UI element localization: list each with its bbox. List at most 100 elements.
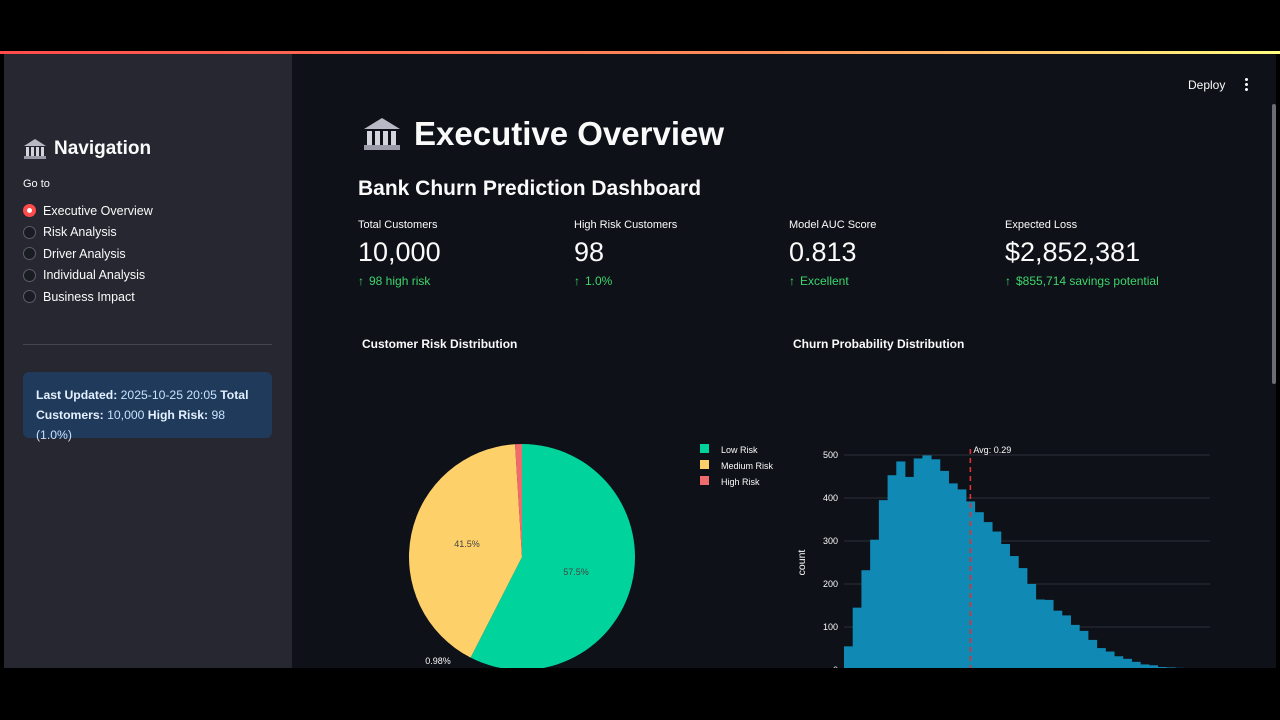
kebab-menu-icon[interactable] — [1243, 78, 1249, 91]
sidebar-title: Navigation — [24, 138, 151, 160]
arrow-up-icon: ↑ — [1005, 274, 1011, 288]
metric-delta: ↑ Excellent — [789, 274, 999, 288]
metric-label: High Risk Customers — [574, 219, 678, 231]
pie-slice-low-risk[interactable] — [470, 444, 635, 668]
y-tick-label: 200 — [823, 579, 838, 589]
histogram-bar[interactable] — [974, 512, 984, 668]
legend-swatch — [700, 460, 709, 469]
metric-delta: ↑ 98 high risk — [358, 274, 568, 288]
last-updated-value: 2025-10-25 20:05 — [117, 388, 221, 402]
metric-model-auc: Model AUC Score 0.813 ↑ Excellent — [789, 219, 999, 288]
page-title-label: Executive Overview — [414, 115, 725, 152]
histogram-bar[interactable] — [1149, 665, 1159, 668]
histogram-bar[interactable] — [1157, 666, 1167, 668]
pie-slice-label: 0.98% — [425, 656, 451, 666]
metric-value: $2,852,381 — [1005, 237, 1141, 267]
y-tick-label: 300 — [823, 536, 838, 546]
histogram-bar[interactable] — [992, 531, 1002, 668]
histogram-bar[interactable] — [1140, 664, 1150, 668]
nav-item-label: Executive Overview — [43, 203, 153, 218]
nav-item-label: Individual Analysis — [43, 268, 146, 283]
histogram-bar[interactable] — [1035, 599, 1045, 668]
histogram-bar[interactable] — [1018, 568, 1028, 668]
arrow-up-icon: ↑ — [574, 274, 580, 288]
histogram-bar[interactable] — [1096, 648, 1106, 668]
histogram-bar[interactable] — [870, 539, 880, 668]
nav-item-label: Business Impact — [43, 289, 135, 304]
goto-label: Go to — [23, 178, 50, 190]
histogram-bar[interactable] — [1044, 599, 1054, 668]
total-customers-label: Total Customers: — [36, 388, 249, 422]
radio-icon[interactable] — [23, 225, 36, 239]
y-tick-label: 400 — [823, 493, 838, 503]
histogram-bar[interactable] — [1166, 667, 1176, 668]
bank-icon — [24, 139, 46, 159]
legend-entry: Medium Risk — [721, 461, 774, 471]
pie-slice-high-risk[interactable] — [515, 444, 522, 557]
scrollbar[interactable] — [1272, 104, 1276, 384]
radio-icon[interactable] — [23, 268, 36, 282]
metric-delta-text: $855,714 savings potential — [1016, 274, 1159, 288]
histogram-bar[interactable] — [887, 475, 897, 668]
histogram-bar[interactable] — [1027, 584, 1037, 668]
metric-expected-loss: Expected Loss $2,852,381 ↑ $855,714 savin… — [1005, 219, 1215, 288]
histogram-bar[interactable] — [1079, 630, 1089, 668]
histogram-bar[interactable] — [1070, 624, 1080, 668]
histogram-bar[interactable] — [931, 459, 941, 668]
histogram-bar[interactable] — [861, 570, 871, 668]
legend-swatch — [700, 444, 709, 453]
y-tick-label: 100 — [823, 622, 838, 632]
histogram-bar[interactable] — [1122, 658, 1132, 668]
metric-label: Expected Loss — [1005, 219, 1078, 231]
histogram-bar[interactable] — [878, 500, 888, 668]
radio-icon[interactable] — [23, 290, 36, 304]
metric-total-customers: Total Customers 10,000 ↑ 98 high risk — [358, 219, 568, 288]
metric-label: Total Customers — [358, 219, 438, 231]
radio-selected-icon[interactable] — [23, 204, 36, 218]
legend-swatch — [700, 476, 709, 485]
histogram-bar[interactable] — [1105, 651, 1115, 668]
histogram-bar[interactable] — [1009, 556, 1019, 668]
average-annotation: Avg: 0.29 — [973, 445, 1011, 455]
nav-item-individual-analysis[interactable]: Individual Analysis — [23, 265, 153, 287]
histogram-bar[interactable] — [939, 470, 949, 668]
histogram-bar[interactable] — [983, 522, 993, 668]
y-tick-label: 0 — [833, 665, 838, 668]
histogram-chart: 010020030040050000.20.40.60.8churn_proba… — [796, 445, 1210, 668]
nav-item-executive-overview[interactable]: Executive Overview — [23, 200, 153, 222]
histogram-bar[interactable] — [1000, 544, 1010, 668]
nav-radio-group: Executive Overview Risk Analysis Driver … — [23, 200, 153, 308]
metric-delta-text: 98 high risk — [369, 274, 431, 288]
app-window: Navigation Go to Executive Overview Risk… — [4, 54, 1276, 668]
histogram-bar[interactable] — [1088, 639, 1098, 668]
legend-entry: High Risk — [721, 477, 760, 487]
histogram-bar[interactable] — [852, 607, 862, 668]
pie-slice-medium-risk[interactable] — [409, 444, 522, 658]
nav-item-label: Driver Analysis — [43, 246, 126, 261]
histogram-bar[interactable] — [905, 476, 915, 668]
metric-value: 98 — [574, 237, 605, 267]
nav-item-risk-analysis[interactable]: Risk Analysis — [23, 222, 153, 244]
histogram-bar[interactable] — [922, 455, 932, 668]
total-customers-value: 10,000 — [103, 408, 148, 422]
arrow-up-icon: ↑ — [789, 274, 795, 288]
histogram-title: Churn Probability Distribution — [793, 337, 965, 351]
histogram-bar[interactable] — [896, 461, 906, 668]
deploy-button[interactable]: Deploy — [1188, 78, 1226, 92]
histogram-bar[interactable] — [1061, 615, 1071, 668]
nav-item-label: Risk Analysis — [43, 225, 117, 240]
pie-chart-title: Customer Risk Distribution — [362, 337, 518, 351]
nav-item-business-impact[interactable]: Business Impact — [23, 286, 153, 308]
histogram-bar[interactable] — [948, 483, 958, 668]
bank-icon — [364, 118, 400, 150]
radio-icon[interactable] — [23, 247, 36, 261]
histogram-bar[interactable] — [1053, 610, 1063, 668]
histogram-bar[interactable] — [957, 489, 967, 668]
sidebar: Navigation Go to Executive Overview Risk… — [4, 54, 292, 668]
histogram-bar[interactable] — [1131, 661, 1141, 668]
histogram-bar[interactable] — [913, 458, 923, 668]
metric-delta: ↑ $855,714 savings potential — [1005, 274, 1215, 288]
nav-item-driver-analysis[interactable]: Driver Analysis — [23, 243, 153, 265]
histogram-bar[interactable] — [1114, 656, 1124, 668]
histogram-bar[interactable] — [844, 646, 854, 668]
